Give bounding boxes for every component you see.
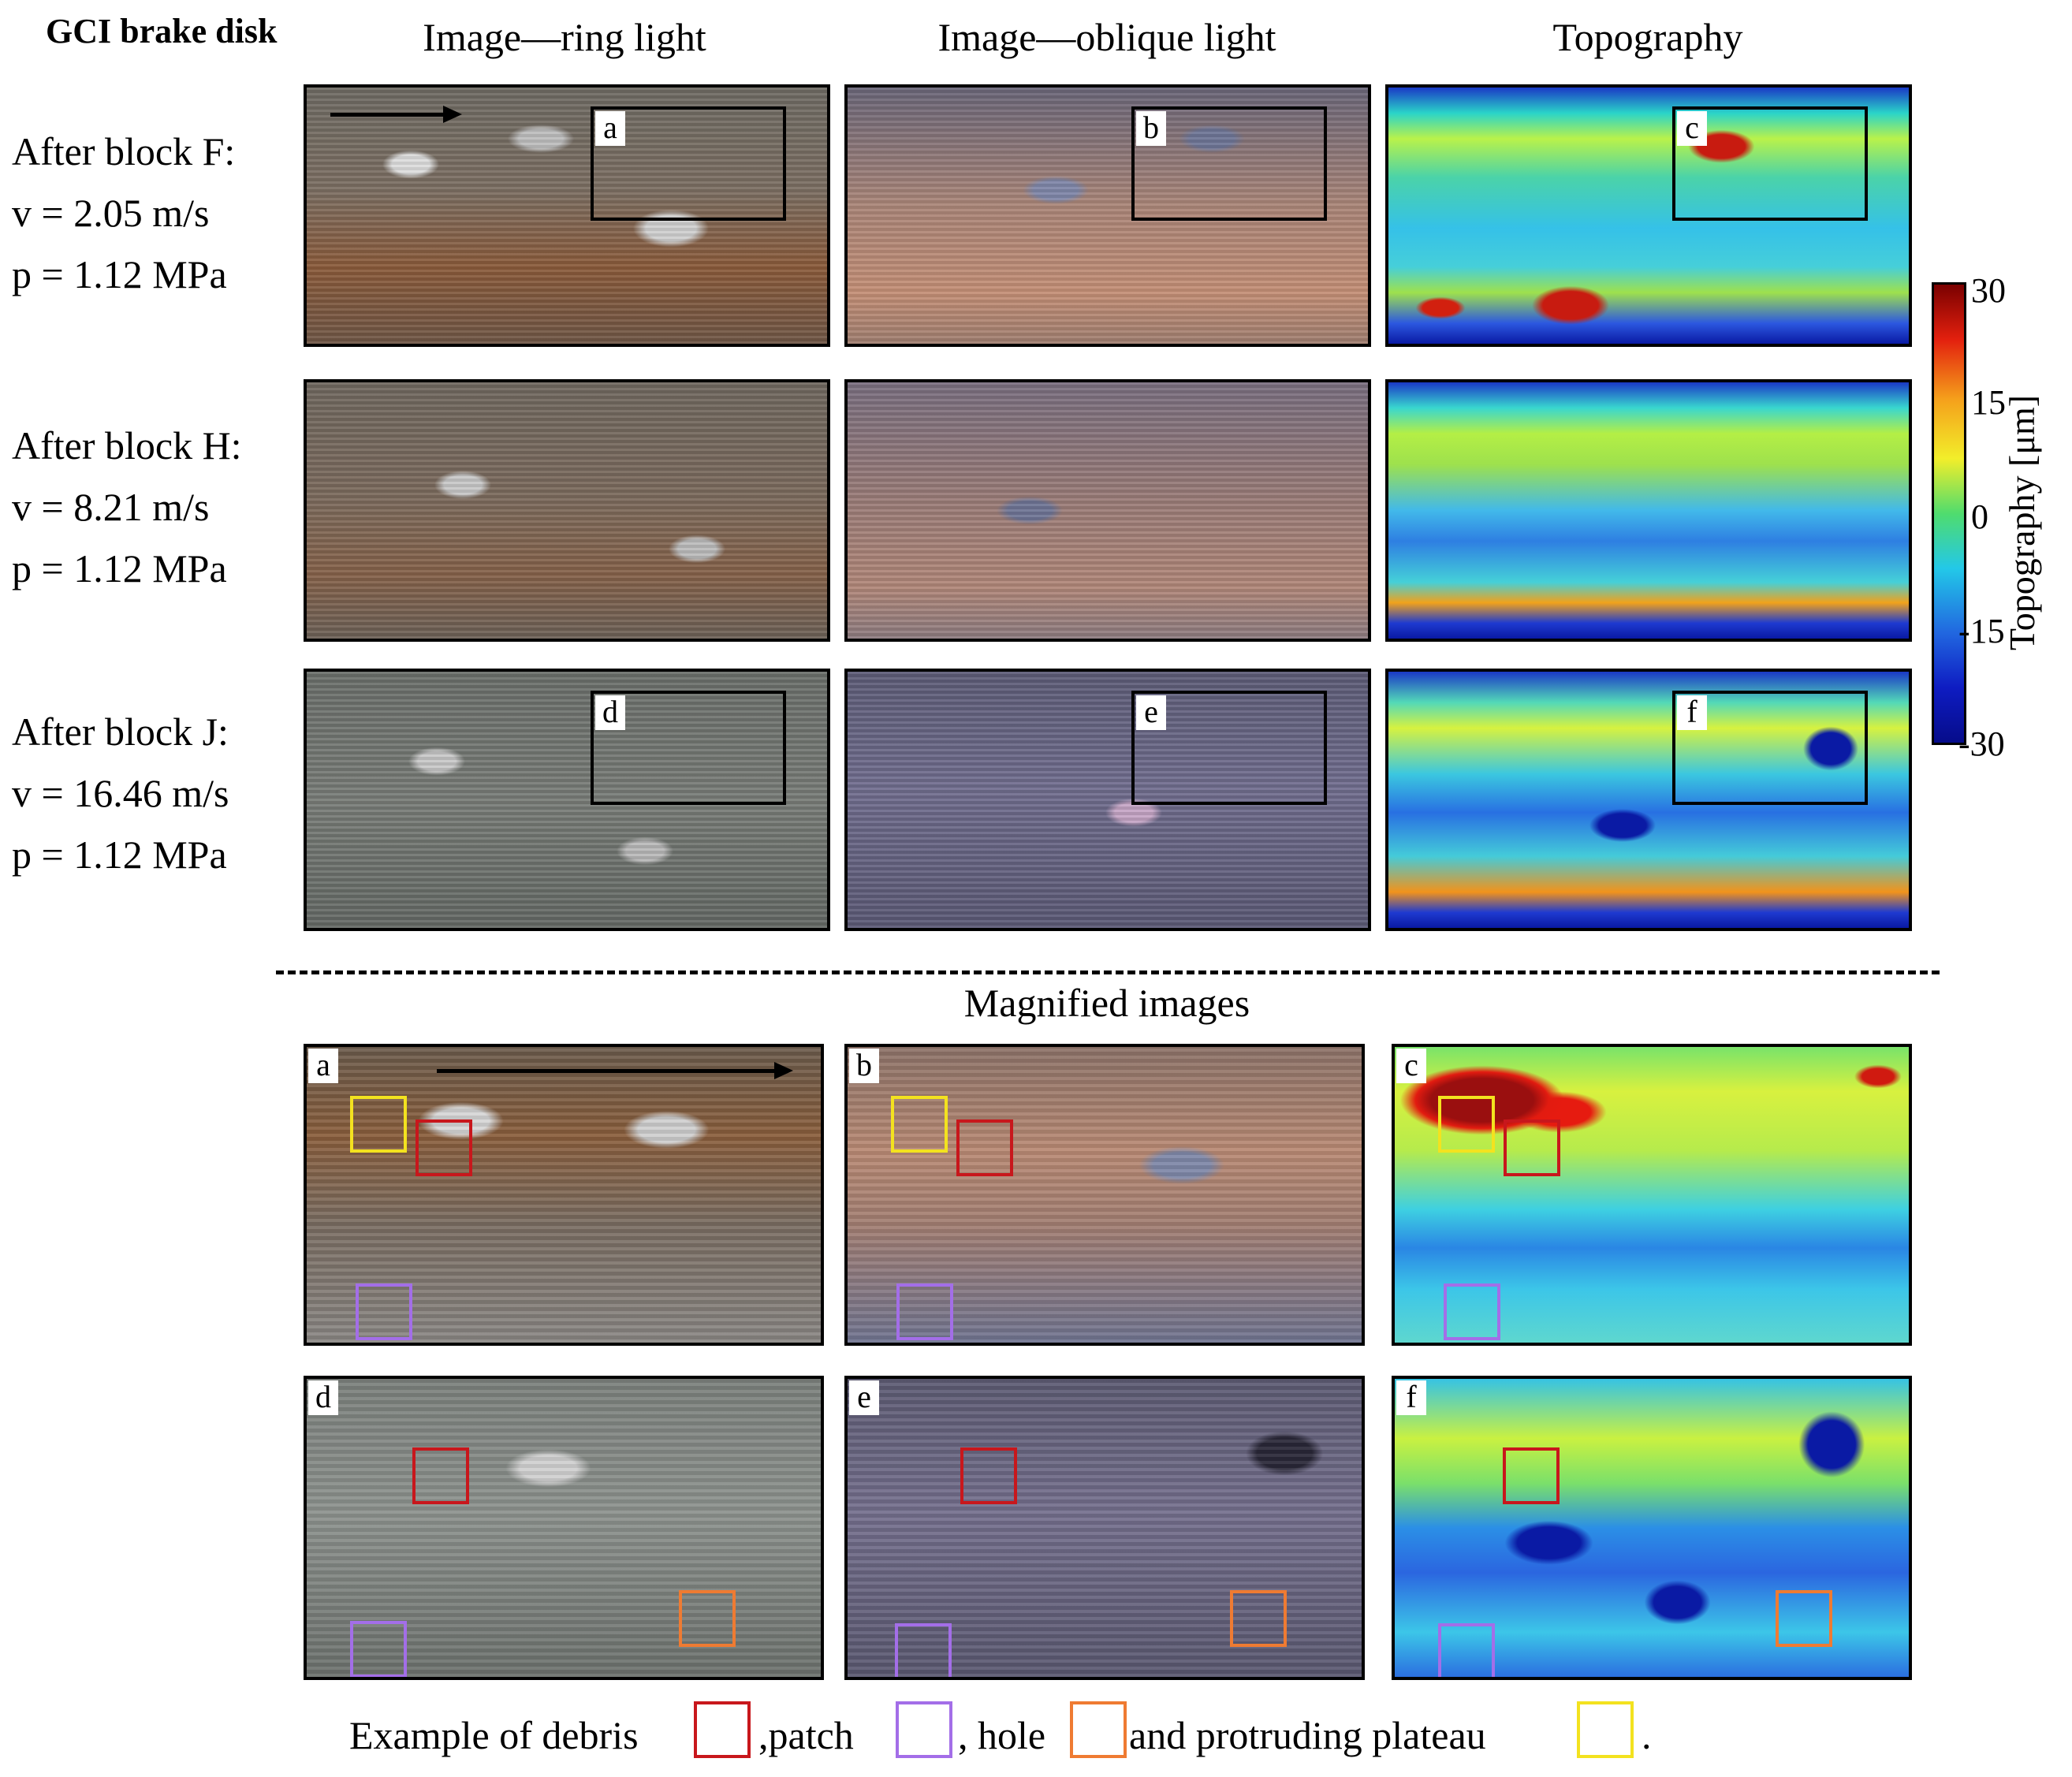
hole-marker	[1776, 1590, 1832, 1647]
legend-text-debris: Example of debris	[349, 1713, 639, 1757]
magnification-region-f: f	[1672, 691, 1868, 805]
legend-debris-swatch	[694, 1701, 751, 1758]
magnification-region-a: a	[591, 106, 786, 221]
hole-marker	[1230, 1590, 1287, 1647]
magnification-region-b: b	[1131, 106, 1327, 221]
column-header-topography: Topography	[1552, 15, 1743, 59]
row-label-block-f-pressure: p = 1.12 MPa	[12, 252, 227, 296]
magnified-label-d: d	[308, 1380, 338, 1415]
panel-label-f: f	[1677, 695, 1707, 730]
magnified-panel-e: e	[844, 1376, 1365, 1680]
colorbar-tick-minus-15: -15	[1958, 612, 2005, 650]
panel-topography-block-f: c	[1385, 84, 1912, 347]
colorbar-tick-minus-30: -30	[1958, 725, 2005, 763]
row-label-block-f-velocity: v = 2.05 m/s	[12, 191, 210, 235]
panel-label-e: e	[1136, 695, 1166, 730]
row-label-block-j: After block J:	[12, 710, 229, 754]
panel-ring-light-block-h	[304, 379, 830, 642]
panel-ring-light-block-f: a	[304, 84, 830, 347]
magnified-label-c: c	[1396, 1049, 1426, 1083]
panel-ring-light-block-j: d	[304, 669, 830, 931]
patch-marker	[895, 1623, 952, 1677]
plateau-marker	[350, 1096, 407, 1153]
magnified-label-a: a	[308, 1049, 338, 1083]
panel-topography-block-h	[1385, 379, 1912, 642]
hole-marker	[679, 1590, 736, 1647]
legend-plateau-swatch	[1577, 1701, 1634, 1758]
magnified-panel-d: d	[304, 1376, 824, 1680]
panel-oblique-light-block-h	[844, 379, 1371, 642]
row-label-block-h-velocity: v = 8.21 m/s	[12, 485, 210, 529]
plateau-marker	[1438, 1096, 1495, 1153]
magnified-images-title: Magnified images	[963, 981, 1250, 1025]
figure-title: GCI brake disk	[46, 12, 278, 50]
debris-marker	[412, 1447, 469, 1504]
patch-marker	[1438, 1623, 1495, 1677]
sliding-direction-arrow	[437, 1062, 793, 1079]
column-header-oblique-light: Image—oblique light	[937, 15, 1276, 59]
row-label-block-h-pressure: p = 1.12 MPa	[12, 546, 227, 590]
row-label-block-h: After block H:	[12, 423, 242, 468]
patch-marker	[350, 1621, 407, 1677]
panel-label-d: d	[595, 695, 625, 730]
magnified-panel-b: b	[844, 1044, 1365, 1346]
row-label-block-j-pressure: p = 1.12 MPa	[12, 833, 227, 877]
column-header-ring-light: Image—ring light	[423, 15, 706, 59]
section-separator	[276, 970, 1940, 974]
magnification-region-e: e	[1131, 691, 1327, 805]
legend-hole-swatch	[1070, 1701, 1127, 1758]
sliding-direction-arrow	[330, 106, 462, 123]
panel-oblique-light-block-j: e	[844, 669, 1371, 931]
magnified-panel-f: f	[1392, 1376, 1912, 1680]
colorbar-tick-30: 30	[1971, 271, 2006, 310]
debris-marker	[416, 1119, 472, 1176]
magnification-region-d: d	[591, 691, 786, 805]
debris-marker	[960, 1447, 1017, 1504]
row-label-block-f: After block F:	[12, 129, 236, 173]
debris-marker	[956, 1119, 1013, 1176]
colorbar-tick-0: 0	[1971, 497, 1988, 536]
panel-topography-block-j: f	[1385, 669, 1912, 931]
topography-colorbar	[1932, 282, 1966, 745]
patch-marker	[896, 1283, 953, 1340]
colorbar-label: Topography [μm]	[2002, 394, 2042, 651]
magnified-label-b: b	[849, 1049, 879, 1083]
panel-oblique-light-block-f: b	[844, 84, 1371, 347]
colorbar-tick-15: 15	[1971, 383, 2006, 422]
legend-text-plateau: and protruding plateau	[1129, 1713, 1486, 1757]
row-label-block-j-velocity: v = 16.46 m/s	[12, 771, 229, 815]
patch-marker	[356, 1283, 412, 1340]
plateau-marker	[891, 1096, 948, 1153]
magnification-region-c: c	[1672, 106, 1868, 221]
panel-label-a: a	[595, 111, 625, 146]
panel-label-c: c	[1677, 111, 1707, 146]
magnified-label-f: f	[1396, 1380, 1426, 1415]
magnified-panel-c: c	[1392, 1044, 1912, 1346]
debris-marker	[1504, 1119, 1560, 1176]
legend-text-end: .	[1642, 1713, 1652, 1757]
magnified-panel-a: a	[304, 1044, 824, 1346]
legend-text-patch: ,patch	[758, 1713, 854, 1757]
patch-marker	[1444, 1283, 1500, 1340]
debris-marker	[1503, 1447, 1560, 1504]
legend-patch-swatch	[896, 1701, 952, 1758]
magnified-label-e: e	[849, 1380, 879, 1415]
panel-label-b: b	[1136, 111, 1166, 146]
legend-text-hole: , hole	[958, 1713, 1046, 1757]
